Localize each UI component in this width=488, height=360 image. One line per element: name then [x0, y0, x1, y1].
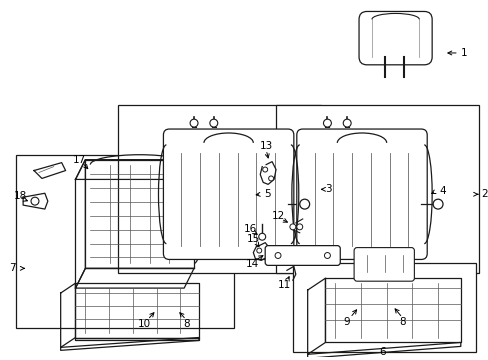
FancyBboxPatch shape [358, 12, 431, 65]
Circle shape [275, 252, 281, 258]
Circle shape [31, 197, 39, 205]
Text: 9: 9 [342, 317, 349, 327]
Circle shape [268, 176, 273, 181]
FancyBboxPatch shape [163, 129, 293, 260]
Circle shape [289, 224, 295, 230]
FancyBboxPatch shape [264, 246, 340, 265]
Circle shape [324, 252, 330, 258]
Text: 13: 13 [259, 141, 272, 151]
Circle shape [299, 199, 309, 209]
Text: 14: 14 [245, 260, 259, 269]
Circle shape [296, 224, 302, 230]
FancyBboxPatch shape [353, 248, 413, 281]
Text: 16: 16 [243, 224, 257, 234]
Circle shape [209, 119, 217, 127]
Circle shape [190, 119, 198, 127]
Circle shape [343, 119, 350, 127]
Text: 1: 1 [460, 48, 466, 58]
Text: 11: 11 [277, 280, 290, 290]
Text: 17: 17 [73, 155, 86, 165]
Circle shape [432, 199, 442, 209]
Circle shape [258, 233, 265, 240]
Text: 2: 2 [481, 189, 487, 199]
Text: 10: 10 [138, 319, 151, 329]
Circle shape [262, 167, 267, 172]
Bar [16, 155, 233, 328]
Text: 12: 12 [271, 211, 284, 221]
Text: 8: 8 [183, 319, 189, 329]
Text: 4: 4 [438, 186, 445, 196]
Text: 18: 18 [14, 191, 27, 201]
FancyBboxPatch shape [296, 129, 427, 260]
Circle shape [256, 248, 261, 253]
Text: 8: 8 [398, 317, 405, 327]
Bar [118, 105, 320, 273]
Circle shape [323, 119, 331, 127]
Text: 3: 3 [325, 184, 331, 194]
Bar [292, 264, 475, 352]
Text: 5: 5 [264, 189, 270, 199]
Bar [276, 105, 478, 273]
Text: 15: 15 [246, 234, 260, 244]
Text: 6: 6 [379, 347, 386, 357]
Text: 7: 7 [9, 264, 16, 273]
